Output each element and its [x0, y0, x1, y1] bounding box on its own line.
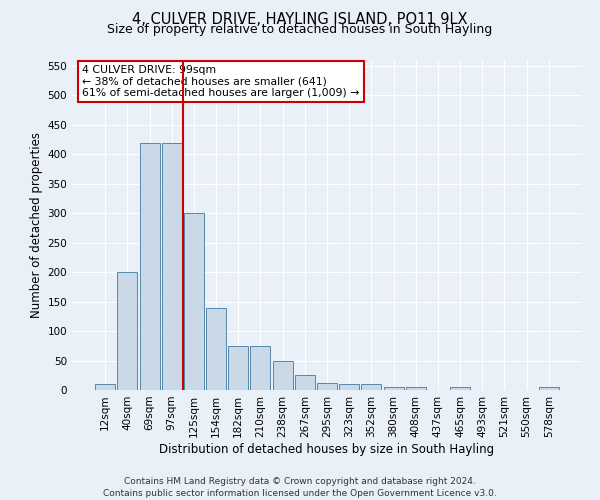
- Y-axis label: Number of detached properties: Number of detached properties: [30, 132, 43, 318]
- Bar: [95, 384, 115, 390]
- Text: Contains HM Land Registry data © Crown copyright and database right 2024.
Contai: Contains HM Land Registry data © Crown c…: [103, 476, 497, 498]
- Text: 4, CULVER DRIVE, HAYLING ISLAND, PO11 9LX: 4, CULVER DRIVE, HAYLING ISLAND, PO11 9L…: [132, 12, 468, 28]
- Bar: [228, 346, 248, 390]
- Bar: [295, 376, 315, 390]
- Bar: [339, 384, 359, 390]
- Text: 4 CULVER DRIVE: 99sqm
← 38% of detached houses are smaller (641)
61% of semi-det: 4 CULVER DRIVE: 99sqm ← 38% of detached …: [82, 65, 359, 98]
- Bar: [317, 383, 337, 390]
- Bar: [118, 272, 137, 390]
- Bar: [250, 346, 271, 390]
- Bar: [450, 387, 470, 390]
- Bar: [184, 213, 204, 390]
- Bar: [206, 308, 226, 390]
- Bar: [140, 142, 160, 390]
- Bar: [539, 387, 559, 390]
- Bar: [406, 387, 426, 390]
- Bar: [162, 142, 182, 390]
- Bar: [272, 360, 293, 390]
- X-axis label: Distribution of detached houses by size in South Hayling: Distribution of detached houses by size …: [160, 442, 494, 456]
- Text: Size of property relative to detached houses in South Hayling: Size of property relative to detached ho…: [107, 22, 493, 36]
- Bar: [383, 387, 404, 390]
- Bar: [361, 384, 382, 390]
